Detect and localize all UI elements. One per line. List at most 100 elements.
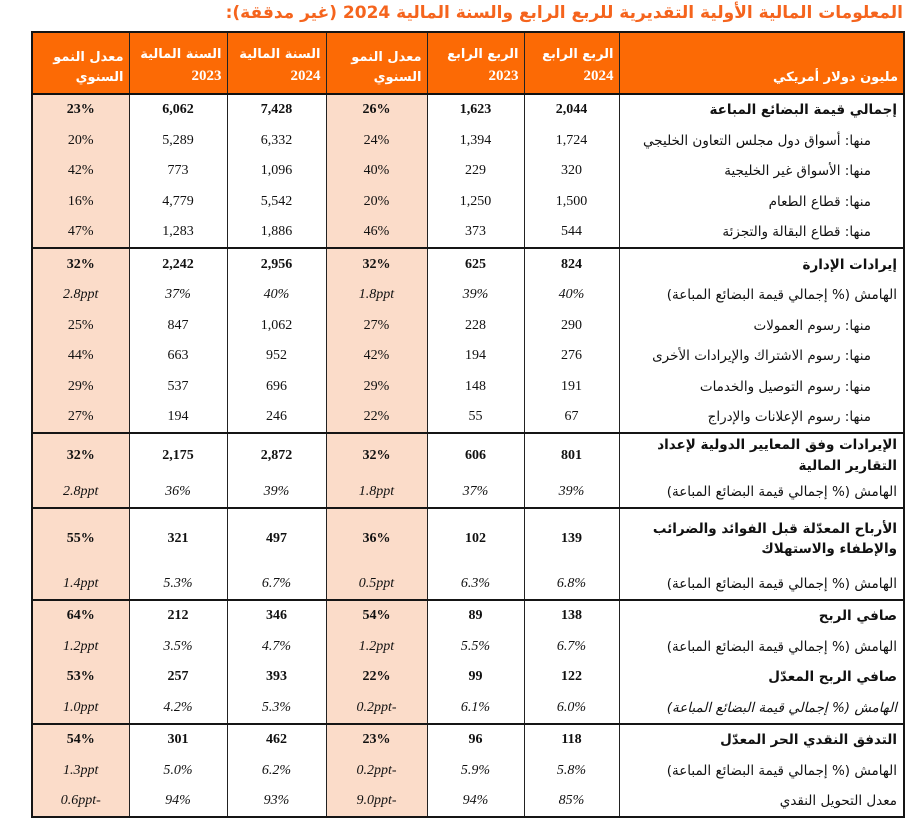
cell-value: 32% xyxy=(325,433,428,477)
cell-value: 1.2ppt xyxy=(325,631,428,662)
table-row: منها: قطاع الطعام 1,500 1,250 20% 5,542 … xyxy=(31,186,905,217)
cell-value: 54% xyxy=(325,599,428,632)
cell-value: 26% xyxy=(325,93,428,126)
cell-value: 55 xyxy=(426,401,525,434)
cell-value: 5.8% xyxy=(523,755,620,786)
row-label: صافي الربح xyxy=(618,599,905,632)
cell-value: 6.7% xyxy=(523,631,620,662)
cell-value: 36% xyxy=(325,508,428,569)
cell-value: 2,872 xyxy=(226,433,327,477)
cell-value: 497 xyxy=(226,508,327,569)
cell-value: 847 xyxy=(128,310,228,341)
cell-value: 27% xyxy=(325,310,428,341)
header-unit-label: مليون دولار أمريكي xyxy=(772,69,898,85)
cell-value: 1,724 xyxy=(523,125,620,156)
cell-value: 55% xyxy=(31,508,130,569)
cell-value: 1.8ppt xyxy=(325,279,428,311)
row-label: التدفق النقدي الحر المعدّل xyxy=(618,723,905,756)
cell-value: 191 xyxy=(523,371,620,402)
cell-value: 1.2ppt xyxy=(31,631,130,662)
row-label: منها: رسوم التوصيل والخدمات xyxy=(618,371,905,402)
row-label: الهامش (% إجمالي قيمة البضائع المباعة) xyxy=(618,476,905,509)
cell-value: 44% xyxy=(31,340,130,372)
cell-value: 1,394 xyxy=(426,125,525,156)
cell-value: 5.0% xyxy=(128,755,228,786)
cell-value: 2,956 xyxy=(226,248,327,280)
cell-value: 1.3ppt xyxy=(31,755,130,786)
row-label: الهامش (% إجمالي قيمة البضائع المباعة) xyxy=(618,631,905,662)
cell-value: 16% xyxy=(31,186,130,217)
cell-value: 32% xyxy=(31,248,130,280)
header-q4-2023: الربع الرابع 2023 xyxy=(426,31,525,95)
table-row: منها: رسوم التوصيل والخدمات 191 148 29% … xyxy=(31,371,905,402)
table-row: صافي الربح 138 89 54% 346 212 64% xyxy=(31,599,905,632)
row-label: إجمالي قيمة البضائع المباعة xyxy=(618,93,905,126)
table-row: معدل التحويل النقدي 85% 94% -9.0ppt 93% … xyxy=(31,785,905,818)
cell-value: 773 xyxy=(128,155,228,187)
cell-value: 23% xyxy=(325,723,428,756)
cell-value: 4.2% xyxy=(128,692,228,724)
cell-value: 6,332 xyxy=(226,125,327,156)
cell-value: 53% xyxy=(31,661,130,693)
cell-value: 32% xyxy=(31,433,130,477)
cell-value: -0.6ppt xyxy=(31,785,130,818)
cell-value: 1,500 xyxy=(523,186,620,217)
table-row: الهامش (% إجمالي قيمة البضائع المباعة) 6… xyxy=(31,692,905,724)
cell-value: 321 xyxy=(128,508,228,569)
cell-value: 6.3% xyxy=(426,568,525,600)
cell-value: 40% xyxy=(325,155,428,187)
row-label: الإيرادات وفق المعايير الدولية لإعداد ال… xyxy=(618,433,905,477)
cell-value: 1,096 xyxy=(226,155,327,187)
cell-value: 89 xyxy=(426,599,525,632)
cell-value: 1,062 xyxy=(226,310,327,341)
row-label: الهامش (% إجمالي قيمة البضائع المباعة) xyxy=(618,279,905,311)
cell-value: 290 xyxy=(523,310,620,341)
cell-value: 20% xyxy=(325,186,428,217)
cell-value: 393 xyxy=(226,661,327,693)
section-adjusted-ebitda: الأرباح المعدّلة قبل الفوائد والضرائب وا… xyxy=(31,508,905,600)
cell-value: 24% xyxy=(325,125,428,156)
cell-value: 462 xyxy=(226,723,327,756)
table-row: منها: أسواق دول مجلس التعاون الخليجي 1,7… xyxy=(31,125,905,156)
cell-value: 212 xyxy=(128,599,228,632)
cell-value: 952 xyxy=(226,340,327,372)
row-label: منها: رسوم العمولات xyxy=(618,310,905,341)
cell-value: 99 xyxy=(426,661,525,693)
cell-value: 22% xyxy=(325,401,428,434)
cell-value: 228 xyxy=(426,310,525,341)
cell-value: 40% xyxy=(523,279,620,311)
table-row: الهامش (% إجمالي قيمة البضائع المباعة) 4… xyxy=(31,279,905,311)
table-row: منها: الأسواق غير الخليجية 320 229 40% 1… xyxy=(31,155,905,187)
cell-value: 94% xyxy=(426,785,525,818)
header-growth-quarter: معدل النمو السنوي xyxy=(325,31,428,95)
cell-value: 25% xyxy=(31,310,130,341)
cell-value: 96 xyxy=(426,723,525,756)
cell-value: 47% xyxy=(31,216,130,249)
row-label: الهامش (% إجمالي قيمة البضائع المباعة) xyxy=(618,568,905,600)
cell-value: 5.3% xyxy=(128,568,228,600)
cell-value: 537 xyxy=(128,371,228,402)
cell-value: 37% xyxy=(128,279,228,311)
cell-value: 1,250 xyxy=(426,186,525,217)
cell-value: 54% xyxy=(31,723,130,756)
cell-value: 1,623 xyxy=(426,93,525,126)
cell-value: 346 xyxy=(226,599,327,632)
cell-value: 1,283 xyxy=(128,216,228,249)
row-label: منها: رسوم الاشتراك والإيرادات الأخرى xyxy=(618,340,905,372)
table-row: الإيرادات وفق المعايير الدولية لإعداد ال… xyxy=(31,433,905,477)
cell-value: 2,044 xyxy=(523,93,620,126)
cell-value: 67 xyxy=(523,401,620,434)
cell-value: 4,779 xyxy=(128,186,228,217)
section-management-revenue: إيرادات الإدارة 824 625 32% 2,956 2,242 … xyxy=(31,248,905,434)
cell-value: 40% xyxy=(226,279,327,311)
cell-value: 1.0ppt xyxy=(31,692,130,724)
row-label: منها: قطاع الطعام xyxy=(618,186,905,217)
cell-value: 6.8% xyxy=(523,568,620,600)
cell-value: 194 xyxy=(426,340,525,372)
cell-value: 64% xyxy=(31,599,130,632)
table-row: صافي الربح المعدّل 122 99 22% 393 257 53… xyxy=(31,661,905,693)
row-label: معدل التحويل النقدي xyxy=(618,785,905,818)
row-label: منها: قطاع البقالة والتجزئة xyxy=(618,216,905,249)
table-row: منها: رسوم الإعلانات والإدراج 67 55 22% … xyxy=(31,401,905,434)
cell-value: 23% xyxy=(31,93,130,126)
